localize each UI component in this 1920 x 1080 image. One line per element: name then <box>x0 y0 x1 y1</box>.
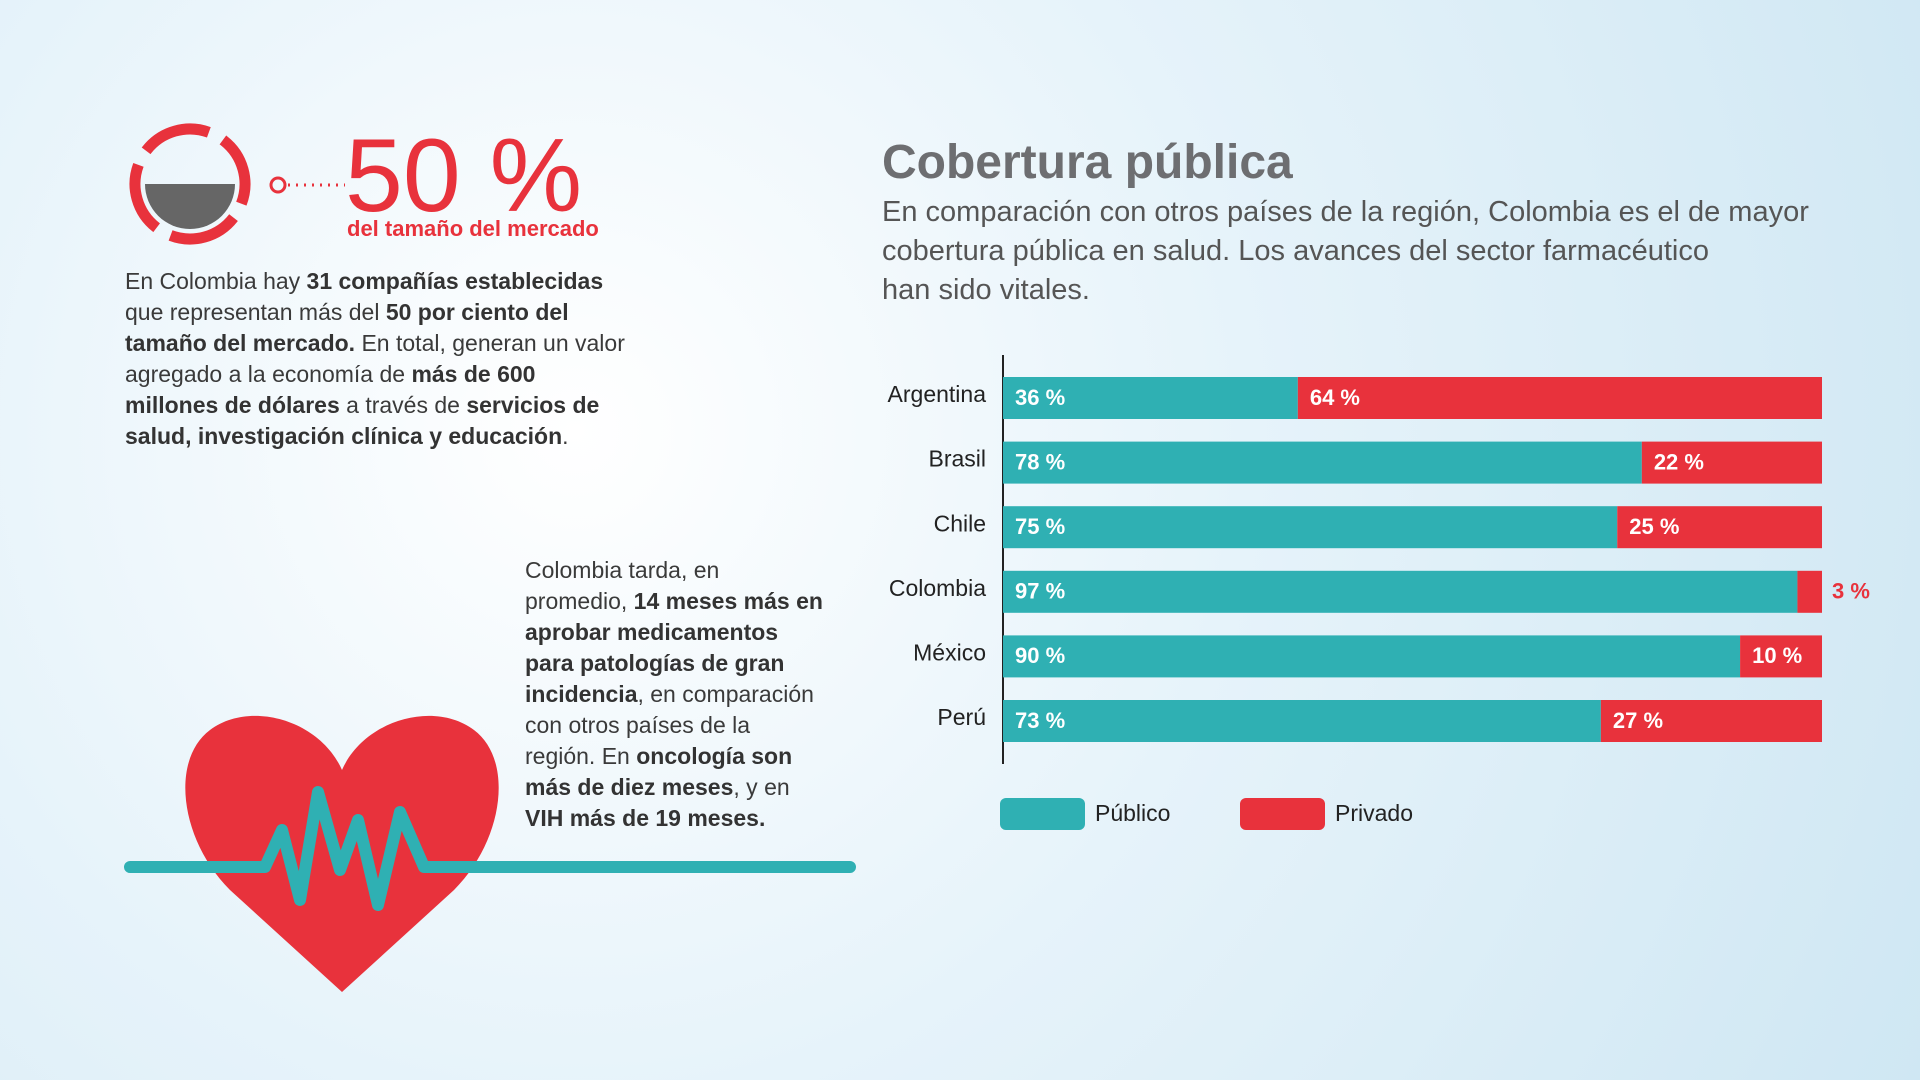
category-label: Perú <box>937 704 986 730</box>
category-label: Brasil <box>928 446 986 472</box>
value-label: 73 % <box>1015 708 1065 733</box>
category-label: Colombia <box>889 575 986 601</box>
stat-caption: del tamaño del mercado <box>347 216 599 241</box>
stat-value: 50 % <box>345 118 582 234</box>
value-label: 36 % <box>1015 385 1065 410</box>
legend-label: Público <box>1095 800 1170 826</box>
ring <box>129 123 251 245</box>
text-run: . <box>562 423 569 449</box>
text-run: En total, generan un valor agregado a la… <box>125 330 625 387</box>
value-label: 3 % <box>1832 579 1870 604</box>
connector-dot <box>269 176 287 194</box>
text-run: más de 600 millones de dólares <box>125 361 536 418</box>
text-run: Colombia tarda, en promedio, <box>525 557 720 614</box>
bar-segment <box>1740 635 1822 678</box>
bar-segment <box>1797 570 1822 613</box>
bar-segment <box>1600 700 1822 742</box>
value-label: 97 % <box>1015 579 1065 604</box>
chart-title: Cobertura pública <box>882 136 1293 189</box>
category-label: México <box>913 639 986 665</box>
bar-segment <box>1003 635 1741 678</box>
text-run: oncología son más de diez meses <box>525 743 793 800</box>
bar-segment <box>1003 506 1618 549</box>
chart-subtitle: cobertura pública en salud. Los avances … <box>882 235 1709 267</box>
bar-segment <box>1297 377 1822 419</box>
value-label: 22 % <box>1654 449 1704 474</box>
text-run: 50 por ciento del tamaño del mercado. <box>125 299 569 356</box>
value-label: 64 % <box>1310 385 1360 410</box>
chart-subtitle: En comparación con otros países de la re… <box>882 196 1809 228</box>
category-label: Chile <box>934 510 986 536</box>
text-run: En Colombia hay <box>125 268 307 294</box>
text-run: que representan más del <box>125 299 386 325</box>
value-label: 25 % <box>1629 514 1679 539</box>
value-label: 78 % <box>1015 449 1065 474</box>
bar-segment <box>1003 377 1298 419</box>
bar-segment <box>1003 441 1642 484</box>
text-run: 31 compañías establecidas <box>306 268 604 294</box>
text-run: 14 meses más en aprobar medicamentos par… <box>525 588 823 707</box>
text-run: , en comparación con otros países de la … <box>525 681 814 769</box>
text-run: , y en <box>733 774 790 800</box>
value-label: 27 % <box>1613 708 1663 733</box>
ring-icon <box>129 123 345 245</box>
legend-label: Privado <box>1335 800 1413 826</box>
category-label: Argentina <box>888 381 987 407</box>
value-label: 75 % <box>1015 514 1065 539</box>
gauge-fill <box>145 184 235 229</box>
intro-paragraph: En Colombia hay 31 compañías establecida… <box>125 266 625 452</box>
chart-subtitle: han sido vitales. <box>882 274 1090 306</box>
legend-swatch <box>1240 798 1325 830</box>
bar-segment <box>1617 506 1822 549</box>
pulse-line <box>124 786 856 911</box>
bar-segment <box>1003 700 1601 742</box>
value-label: 10 % <box>1752 643 1802 668</box>
bar-segment <box>1641 441 1822 484</box>
legend-swatch <box>1000 798 1085 830</box>
bar-segment <box>1003 570 1798 613</box>
text-run: servicios de salud, investigación clínic… <box>125 392 600 449</box>
text-run: VIH más de 19 meses. <box>525 805 766 831</box>
value-label: 90 % <box>1015 643 1065 668</box>
text-run: a través de <box>339 392 467 418</box>
note-paragraph: Colombia tarda, en promedio, 14 meses má… <box>525 555 825 834</box>
